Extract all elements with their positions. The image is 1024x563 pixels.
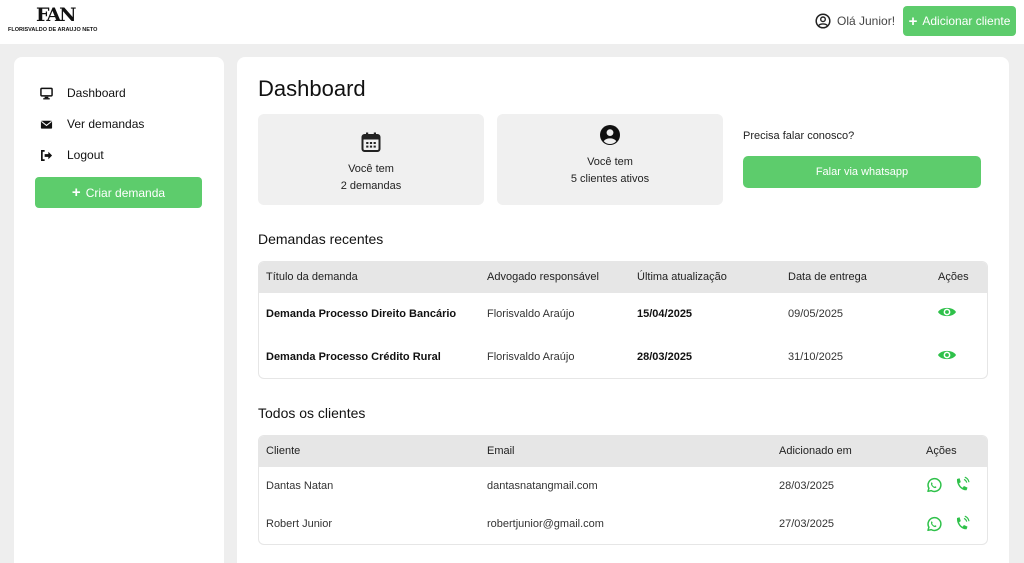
whatsapp-icon[interactable] (925, 516, 942, 533)
client-name: Dantas Natan (266, 480, 334, 492)
demand-due: 31/10/2025 (788, 351, 844, 363)
card-line-2: 2 demandas (340, 180, 402, 192)
client-added: 28/03/2025 (779, 480, 835, 492)
whatsapp-icon[interactable] (925, 477, 942, 494)
table-row[interactable]: Demanda Processo Crédito Rural Florisval… (259, 336, 987, 378)
create-demand-label: Criar demanda (85, 185, 166, 200)
clients-section-title: Todos os clientes (258, 405, 366, 421)
column-header: Data de entrega (788, 271, 867, 283)
calendar-icon (361, 132, 381, 152)
table-row[interactable]: Robert Junior robertjunior@gmail.com 27/… (259, 505, 987, 543)
logo-mark: FAN (36, 4, 76, 26)
eye-icon[interactable] (937, 348, 957, 362)
client-email: robertjunior@gmail.com (487, 518, 604, 530)
column-header: Advogado responsável (487, 271, 599, 283)
column-header: Email (487, 445, 515, 457)
demand-title: Demanda Processo Direito Bancário (266, 308, 457, 320)
demand-updated: 28/03/2025 (637, 351, 693, 363)
top-bar: FAN FLORISVALDO DE ARAUJO NETO Olá Junio… (0, 0, 1024, 44)
demand-updated: 15/04/2025 (637, 308, 693, 320)
card-line-1: Você tem (348, 163, 394, 175)
whatsapp-button-label: Falar via whatsapp (815, 166, 909, 178)
demand-lawyer: Florisvaldo Araújo (487, 308, 575, 320)
card-line-1: Você tem (587, 156, 633, 168)
logo-name: FLORISVALDO DE ARAUJO NETO (8, 27, 98, 33)
sidebar-item-logout[interactable]: Logout (40, 148, 104, 162)
main-panel: Dashboard Você tem 2 demandas Você tem 5… (237, 57, 1009, 563)
contact-label: Precisa falar conosco? (743, 130, 855, 142)
plus-icon: + (71, 184, 81, 201)
sidebar-item-ver-demandas[interactable]: Ver demandas (40, 117, 144, 131)
monitor-icon (40, 87, 53, 99)
clients-count-card: Você tem 5 clientes ativos (497, 114, 723, 205)
envelope-icon (40, 120, 53, 129)
demands-count-card: Você tem 2 demandas (258, 114, 484, 205)
create-demand-button[interactable]: + Criar demanda (35, 177, 202, 208)
logout-icon (41, 149, 53, 161)
demand-lawyer: Florisvaldo Araújo (487, 351, 575, 363)
user-circle-icon (600, 125, 620, 145)
table-header: Título da demanda Advogado responsável Ú… (259, 262, 987, 293)
phone-call-icon[interactable] (953, 476, 971, 494)
clients-table: Cliente Email Adicionado em Ações Dantas… (258, 435, 988, 545)
logo[interactable]: FAN FLORISVALDO DE ARAUJO NETO (8, 6, 98, 36)
user-greeting[interactable]: Olá Junior! (815, 12, 895, 30)
page-title: Dashboard (258, 76, 366, 101)
eye-icon[interactable] (937, 305, 957, 319)
demand-title: Demanda Processo Crédito Rural (266, 351, 441, 363)
column-header: Cliente (266, 445, 301, 457)
table-header: Cliente Email Adicionado em Ações (259, 436, 987, 467)
add-client-label: Adicionar cliente (922, 14, 1011, 28)
sidebar: Dashboard Ver demandas Logout + Criar de… (14, 57, 224, 563)
phone-call-icon[interactable] (953, 515, 971, 533)
sidebar-item-dashboard[interactable]: Dashboard (40, 86, 126, 100)
client-email: dantasnatangmail.com (487, 480, 598, 492)
client-added: 27/03/2025 (779, 518, 835, 530)
sidebar-item-label: Ver demandas (67, 117, 145, 131)
table-row[interactable]: Demanda Processo Direito Bancário Floris… (259, 293, 987, 336)
demands-section-title: Demandas recentes (258, 231, 384, 247)
table-row[interactable]: Dantas Natan dantasnatangmail.com 28/03/… (259, 467, 987, 505)
column-header: Título da demanda (266, 271, 358, 283)
greeting-text: Olá Junior! (837, 14, 896, 28)
sidebar-item-label: Logout (67, 148, 104, 162)
whatsapp-button[interactable]: Falar via whatsapp (743, 156, 981, 188)
sidebar-item-label: Dashboard (67, 86, 126, 100)
demand-due: 09/05/2025 (788, 308, 844, 320)
demands-table: Título da demanda Advogado responsável Ú… (258, 261, 988, 379)
column-header: Última atualização (637, 271, 727, 283)
column-header: Adicionado em (779, 445, 852, 457)
column-header: Ações (938, 271, 969, 283)
plus-icon: + (908, 12, 918, 30)
client-name: Robert Junior (266, 518, 333, 530)
card-line-2: 5 clientes ativos (570, 173, 650, 185)
column-header: Ações (926, 445, 957, 457)
user-circle-icon (815, 13, 831, 29)
add-client-button[interactable]: + Adicionar cliente (903, 6, 1016, 36)
